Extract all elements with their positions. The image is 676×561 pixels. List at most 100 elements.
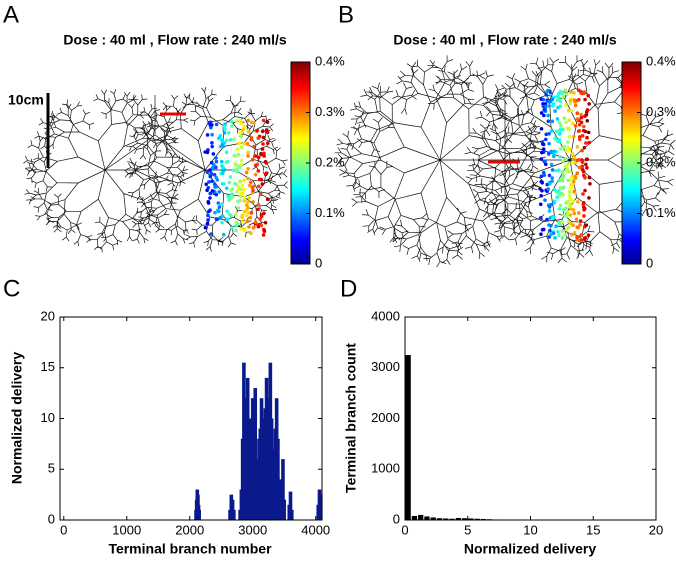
deposition-dot — [209, 171, 213, 176]
histogram-bar — [436, 518, 443, 520]
deposition-dot — [539, 111, 544, 115]
deposition-dot — [242, 124, 246, 129]
deposition-dot — [248, 180, 253, 185]
deposition-dot — [220, 137, 225, 142]
deposition-dot — [555, 94, 560, 99]
histogram-bar — [468, 518, 474, 520]
deposition-dot — [563, 88, 568, 92]
deposition-dot — [547, 131, 551, 136]
y-tick-label: 0 — [393, 511, 400, 526]
x-tick-label: 10 — [523, 522, 537, 537]
histogram-bar — [449, 518, 455, 520]
deposition-dot — [572, 189, 576, 194]
deposition-dot — [553, 109, 557, 113]
deposition-dot — [251, 188, 255, 193]
deposition-dot — [560, 235, 565, 240]
deposition-dot — [245, 219, 250, 224]
deposition-dot — [217, 209, 221, 214]
x-axis-title: Terminal branch number — [108, 541, 272, 557]
deposition-dot — [539, 174, 544, 179]
deposition-dot — [588, 181, 592, 186]
deposition-dot — [546, 113, 551, 118]
deposition-dot — [584, 112, 589, 117]
deposition-dot — [569, 90, 573, 94]
x-tick-label: 5 — [464, 522, 471, 537]
deposition-dot — [566, 108, 571, 113]
deposition-dot — [238, 192, 243, 196]
colorbar-tick-label: 0 — [646, 255, 653, 270]
deposition-dot — [219, 202, 224, 207]
deposition-dot — [247, 225, 251, 229]
deposition-dot — [234, 119, 239, 123]
deposition-dot — [544, 132, 549, 137]
deposition-dot — [256, 169, 261, 173]
deposition-dot — [541, 97, 546, 102]
deposition-dot — [580, 133, 585, 138]
deposition-dot — [220, 171, 225, 175]
deposition-dot — [567, 118, 571, 123]
deposition-dot — [549, 129, 554, 133]
deposition-dot — [576, 129, 581, 133]
deposition-dot — [563, 164, 568, 168]
x-tick-label: 2000 — [175, 522, 204, 537]
deposition-dot — [539, 157, 544, 161]
deposition-dot — [240, 220, 245, 224]
deposition-dot — [260, 182, 265, 186]
deposition-dot — [587, 175, 592, 180]
deposition-dot — [261, 118, 266, 123]
deposition-dot — [568, 213, 573, 217]
deposition-dot — [233, 181, 237, 186]
deposition-dot — [568, 185, 573, 190]
bar — [281, 459, 285, 520]
deposition-dot — [236, 206, 241, 210]
deposition-dot — [246, 150, 250, 155]
deposition-dot — [262, 211, 266, 216]
deposition-dot — [204, 182, 209, 187]
deposition-dot — [556, 105, 560, 110]
deposition-dot — [561, 185, 566, 190]
deposition-dot — [575, 225, 580, 229]
deposition-dot — [566, 225, 571, 230]
deposition-dot — [208, 191, 213, 196]
deposition-dot — [229, 196, 234, 200]
deposition-dot — [211, 152, 216, 156]
deposition-dot — [210, 179, 214, 183]
colorbar-tick-label: 0.2% — [315, 154, 345, 169]
deposition-dot — [539, 127, 544, 131]
deposition-dot — [232, 137, 236, 141]
deposition-dot — [208, 208, 212, 212]
deposition-dot — [232, 153, 236, 158]
deposition-dot — [578, 222, 582, 227]
deposition-dot — [206, 213, 210, 218]
deposition-dot — [244, 170, 249, 175]
deposition-dot — [585, 166, 589, 170]
deposition-dot — [220, 214, 225, 219]
deposition-dot — [540, 188, 544, 193]
deposition-dot — [212, 182, 217, 186]
x-axis-title: Normalized delivery — [464, 541, 596, 557]
deposition-dot — [214, 192, 219, 197]
deposition-dot — [570, 232, 574, 237]
deposition-dot — [568, 99, 573, 103]
y-tick-label: 0 — [48, 511, 55, 526]
deposition-dot — [234, 220, 239, 224]
deposition-dot — [209, 123, 214, 127]
x-tick-label: 1000 — [112, 522, 141, 537]
deposition-dot — [538, 202, 543, 207]
deposition-dot — [575, 145, 580, 149]
deposition-dot — [205, 150, 210, 155]
histogram-bar — [411, 515, 418, 520]
deposition-dot — [214, 122, 219, 127]
deposition-dot — [255, 128, 259, 133]
deposition-dot — [575, 117, 580, 121]
deposition-dot — [539, 179, 544, 184]
deposition-dot — [241, 127, 246, 132]
deposition-dot — [220, 182, 225, 186]
deposition-dot — [580, 148, 584, 153]
deposition-dot — [557, 220, 562, 225]
deposition-dot — [569, 108, 574, 113]
deposition-dot — [210, 189, 215, 193]
deposition-dot — [567, 204, 572, 208]
deposition-dot — [245, 141, 250, 146]
